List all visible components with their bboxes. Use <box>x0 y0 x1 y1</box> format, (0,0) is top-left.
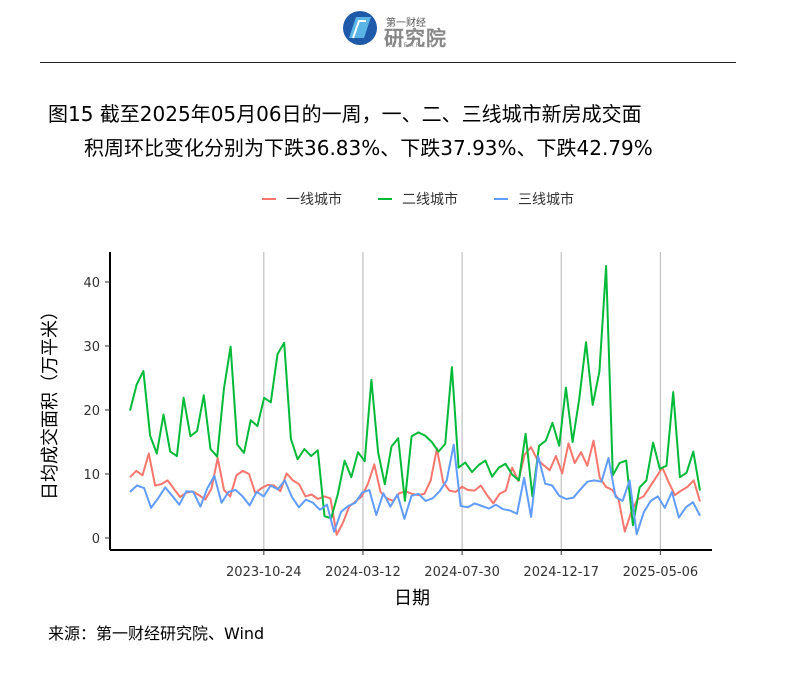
logo-text-main: 研究院 <box>384 26 447 50</box>
x-tick-label: 2024-03-12 <box>325 565 401 580</box>
y-tick-label: 0 <box>92 532 100 547</box>
x-tick-label: 2024-12-17 <box>523 565 599 580</box>
logo-text-sub: RESEARCH <box>386 42 435 49</box>
logo-text-top: 第一财经 <box>386 18 426 29</box>
x-tick-label: 2023-10-24 <box>226 565 302 580</box>
x-tick-label: 2025-05-06 <box>623 565 699 580</box>
research-logo: 第一财经 研究院 RESEARCH <box>340 6 450 50</box>
source-note: 来源：第一财经研究院、Wind <box>48 624 265 643</box>
y-tick-label: 40 <box>83 276 100 291</box>
x-tick-label: 2024-07-30 <box>424 565 500 580</box>
header-divider <box>40 62 736 63</box>
y-tick-label: 30 <box>83 340 100 355</box>
logo-emblem-icon <box>343 11 377 45</box>
figure-title-line-1: 图15 截至2025年05月06日的一周，一、二、三线城市新房成交面 <box>48 102 642 126</box>
y-axis-title: 日均成交面积（万平米） <box>40 302 61 500</box>
series-line-tier3 <box>129 443 701 536</box>
y-tick-label: 20 <box>83 404 100 419</box>
y-tick-label: 10 <box>83 468 100 483</box>
legend-label-tier1: 一线城市 <box>286 191 342 208</box>
legend-label-tier2: 二线城市 <box>402 191 458 208</box>
series-line-tier2 <box>129 265 701 527</box>
x-axis-title: 日期 <box>394 588 430 609</box>
figure-title-line-2: 积周环比变化分别为下跌36.83%、下跌37.93%、下跌42.79% <box>84 136 653 160</box>
legend-label-tier3: 三线城市 <box>518 191 574 208</box>
